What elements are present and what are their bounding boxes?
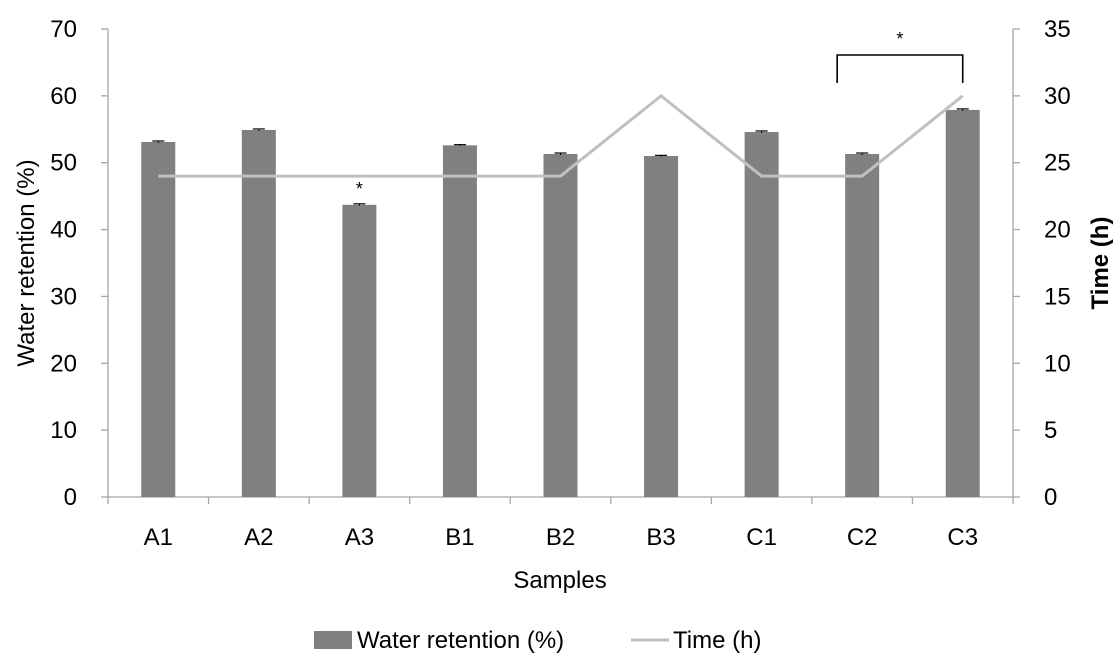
y-tick-label: 0 [64,484,77,511]
y-axis-title: Water retention (%) [13,159,40,366]
x-tick-label: A2 [244,524,273,551]
y2-tick-label: 10 [1044,350,1071,377]
y-tick-label: 10 [50,417,77,444]
legend-swatch-water-retention [314,631,352,649]
significance-marker: * [896,29,903,49]
tick-labels: 0 10 20 30 40 50 60 70 0 5 10 15 20 25 30 35 A1 A2 A3 B1 B2 B… [50,16,1070,551]
x-tick-label: B3 [646,524,675,551]
y2-tick-label: 0 [1044,484,1057,511]
y2-tick-label: 25 [1044,150,1071,177]
y-tick-label: 40 [50,217,77,244]
y2-axis-title: Time (h) [1087,217,1114,310]
x-tick-label: C2 [847,524,878,551]
x-tick-label: A3 [345,524,374,551]
bar [342,204,377,497]
x-tick-label: C3 [947,524,978,551]
bar [241,129,276,497]
time-line-layer [158,93,964,178]
bar [442,145,477,497]
x-tick-label: C1 [746,524,777,551]
bars [141,109,980,497]
y-tick-label: 30 [50,283,77,310]
x-axis-title: Samples [513,567,606,594]
x-tick-label: B1 [445,524,474,551]
significance-bracket [836,54,964,83]
y-tick-label: 60 [50,83,77,110]
bar [543,154,578,497]
error-bars [152,108,969,206]
x-tick-label: A1 [144,524,173,551]
significance-marker: * [356,179,363,199]
y-tick-label: 50 [50,150,77,177]
y-tick-label: 70 [50,16,77,43]
legend-label-time: Time (h) [673,627,761,654]
y2-tick-label: 35 [1044,16,1071,43]
bar [141,141,176,497]
legend-label-water-retention: Water retention (%) [357,627,564,654]
y2-tick-label: 30 [1044,83,1071,110]
x-tick-label: B2 [546,524,575,551]
bar [945,109,980,497]
y2-tick-label: 5 [1044,417,1057,444]
y-tick-label: 20 [50,350,77,377]
legend: Water retention (%) Time (h) [314,627,761,654]
bar [644,156,679,497]
annotations: ** [356,29,964,199]
bar [845,154,880,497]
y2-tick-label: 15 [1044,283,1071,310]
time-series-line [158,93,964,178]
y2-tick-label: 20 [1044,217,1071,244]
bar [744,131,779,497]
